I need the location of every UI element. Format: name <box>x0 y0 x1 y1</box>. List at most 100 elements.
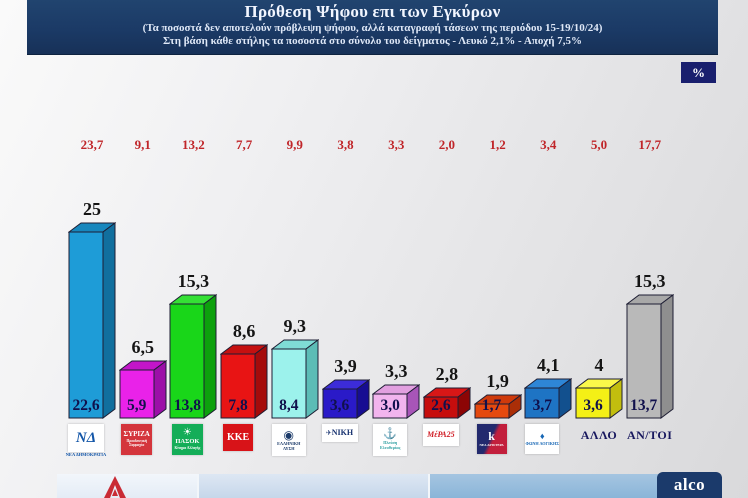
alco-logo: alco <box>657 472 722 498</box>
red-sample-value-elliniki-lysi: 9,9 <box>286 137 303 152</box>
bar-top-value-anapofasistoi: 15,3 <box>633 271 666 291</box>
logo-syriza: ΣΥΡΙΖΑ Προοδευτική Συμμαχία <box>109 424 165 455</box>
nd-logo-icon: ΝΔ <box>68 424 104 452</box>
bar-top-value-foni-logikis: 4,1 <box>537 355 560 375</box>
red-sample-value-pasok: 13,2 <box>182 137 205 152</box>
logo-niki: ✈ ΝΙΚΗ <box>312 424 368 442</box>
footer-panel-light <box>57 474 197 498</box>
bar-top-value-niki: 3,9 <box>334 356 357 376</box>
plefsi-eleftherias-logo-caption: Πλεύση Ελευθερίας <box>379 440 401 450</box>
bar-mera25 <box>422 387 471 419</box>
subtitle-line-1: (Τα ποσοστά δεν αποτελούν πρόβλεψη ψήφου… <box>142 22 603 34</box>
bar-allo <box>575 378 623 419</box>
red-sample-value-allo: 5,0 <box>590 137 608 152</box>
logo-pasok: ☀ ΠΑΣΟΚ Κίνημα Αλλαγής <box>159 424 215 455</box>
logo-plefsi-eleftherias: ⚓ Πλεύση Ελευθερίας <box>362 424 418 456</box>
mera25-logo-icon: ΜέΡΑ25 <box>422 424 459 446</box>
elliniki-lysi-emblem-icon: ◉ <box>283 427 295 442</box>
footer-panel-blue <box>428 474 659 498</box>
bar-nd <box>68 222 116 419</box>
alpha-tv-logo <box>103 475 129 498</box>
bar-base-value-nd: 22,6 <box>72 397 100 414</box>
bar-base-value-allo: 3,6 <box>583 397 603 414</box>
nea-aristera-logo-text: k <box>488 429 495 444</box>
bar-kke <box>220 344 269 419</box>
pasok-logo-text: ΠΑΣΟΚ <box>175 438 200 446</box>
red-sample-value-niki: 3,8 <box>337 137 354 152</box>
elliniki-lysi-logo-caption: ΕΛΛΗΝΙΚΗ ΛΥΣΗ <box>277 440 301 451</box>
niki-logo-text: ΝΙΚΗ <box>331 427 354 437</box>
syriza-logo-icon: ΣΥΡΙΖΑ Προοδευτική Συμμαχία <box>121 424 153 455</box>
bar-base-value-foni-logikis: 3,7 <box>532 397 552 414</box>
syriza-logo-caption: Προοδευτική Συμμαχία <box>126 438 147 447</box>
bar-top-value-elliniki-lysi: 9,3 <box>283 316 307 336</box>
bar-top-value-plefsi-eleftherias: 3,3 <box>384 361 408 381</box>
red-sample-value-nd: 23,7 <box>80 137 104 152</box>
logo-nd: ΝΔ ΝΕΑ ΔΗΜΟΚΡΑΤΙΑ <box>58 424 114 458</box>
header-banner: Πρόθεση Ψήφου επι των Εγκύρων (Τα ποσοστ… <box>27 0 718 55</box>
red-sample-value-mera25: 2,0 <box>438 137 456 152</box>
category-label-anapofasistoi: ΑΝ/ΤΟΙ <box>626 428 673 442</box>
pasok-logo-icon: ☀ ΠΑΣΟΚ Κίνημα Αλλαγής <box>171 424 203 455</box>
bar-base-value-syriza: 5,9 <box>127 397 147 414</box>
bar-plefsi-eleftherias <box>372 384 421 419</box>
red-sample-value-kke: 7,7 <box>235 137 253 152</box>
kke-logo-text: ΚΚΕ <box>226 432 250 443</box>
bar-base-value-pasok: 13,8 <box>173 397 201 414</box>
bar-niki <box>321 379 370 419</box>
bar-top-value-nea-aristera: 1,9 <box>486 371 509 391</box>
red-sample-value-plefsi-eleftherias: 3,3 <box>388 137 405 152</box>
plefsi-eleftherias-emblem-icon: ⚓ <box>383 428 398 441</box>
red-sample-value-syriza: 9,1 <box>134 137 151 152</box>
plefsi-eleftherias-logo-icon: ⚓ Πλεύση Ελευθερίας <box>373 424 408 456</box>
bar-top-value-kke: 8,6 <box>232 321 256 341</box>
bar-base-value-niki: 3,6 <box>329 397 350 414</box>
bar-anapofasistoi <box>625 294 674 419</box>
pasok-logo-caption: Κίνημα Αλλαγής <box>174 445 201 450</box>
bar-elliniki-lysi <box>270 339 319 419</box>
nea-aristera-logo-caption: ΝΕΑ ΑΡΙΣΤΕΡΑ <box>479 443 504 448</box>
red-sample-value-anapofasistoi: 17,7 <box>638 137 662 152</box>
logo-elliniki-lysi: ◉ ΕΛΛΗΝΙΚΗ ΛΥΣΗ <box>261 424 317 456</box>
logo-mera25: ΜέΡΑ25 <box>413 424 469 446</box>
foni-logikis-emblem-icon: ♦ <box>540 430 545 441</box>
logo-nea-aristera: k ΝΕΑ ΑΡΙΣΤΕΡΑ <box>464 424 520 454</box>
bar-base-value-plefsi-eleftherias: 3,0 <box>380 397 400 414</box>
kke-logo-icon: ΚΚΕ <box>223 424 254 451</box>
elliniki-lysi-logo-icon: ◉ ΕΛΛΗΝΙΚΗ ΛΥΣΗ <box>271 424 306 456</box>
red-sample-value-foni-logikis: 3,4 <box>540 137 557 152</box>
nd-logo-caption: ΝΕΑ ΔΗΜΟΚΡΑΤΙΑ <box>65 452 107 457</box>
bar-top-value-allo: 4 <box>594 355 604 375</box>
foni-logikis-logo-icon: ♦ ΦΩΝΗ ΛΟΓΙΚΗΣ <box>525 424 560 454</box>
niki-emblem-icon: ✈ <box>325 428 332 437</box>
subtitle-line-2: Στη βάση κάθε στήλης τα ποσοστά στο σύνο… <box>162 35 583 47</box>
red-sample-value-nea-aristera: 1,2 <box>489 137 506 152</box>
foni-logikis-logo-caption: ΦΩΝΗ ΛΟΓΙΚΗΣ <box>525 440 560 446</box>
mera25-logo-text: ΜέΡΑ25 <box>427 429 455 439</box>
bar-foni-logikis <box>524 378 573 419</box>
bar-base-value-mera25: 2,6 <box>431 397 451 414</box>
nea-aristera-logo-icon: k ΝΕΑ ΑΡΙΣΤΕΡΑ <box>476 424 507 454</box>
bar-base-value-elliniki-lysi: 8,4 <box>279 397 299 414</box>
bar-syriza <box>118 360 167 419</box>
percent-badge: % <box>681 62 716 83</box>
logo-foni-logikis: ♦ ΦΩΝΗ ΛΟΓΙΚΗΣ <box>514 424 570 454</box>
bar-top-value-syriza: 6,5 <box>131 337 154 357</box>
footer-panel-pale-blue <box>197 474 430 498</box>
pasok-emblem-icon: ☀ <box>182 427 192 439</box>
bar-base-value-kke: 7,8 <box>228 397 248 414</box>
bar-top-value-pasok: 15,3 <box>177 271 210 291</box>
niki-logo-icon: ✈ ΝΙΚΗ <box>321 424 358 442</box>
page-title: Πρόθεση Ψήφου επι των Εγκύρων <box>244 2 501 21</box>
category-label-allo: ΑΛΛΟ <box>580 428 618 442</box>
logo-kke: ΚΚΕ <box>210 424 266 451</box>
nd-logo-text: ΝΔ <box>75 429 97 446</box>
bar-base-value-anapofasistoi: 13,7 <box>630 397 658 414</box>
bar-top-value-nd: 25 <box>83 199 101 219</box>
bar-top-value-mera25: 2,8 <box>435 364 459 384</box>
bar-nea-aristera <box>473 394 522 419</box>
bar-pasok <box>169 294 218 419</box>
bar-base-value-nea-aristera: 1,7 <box>481 397 502 414</box>
